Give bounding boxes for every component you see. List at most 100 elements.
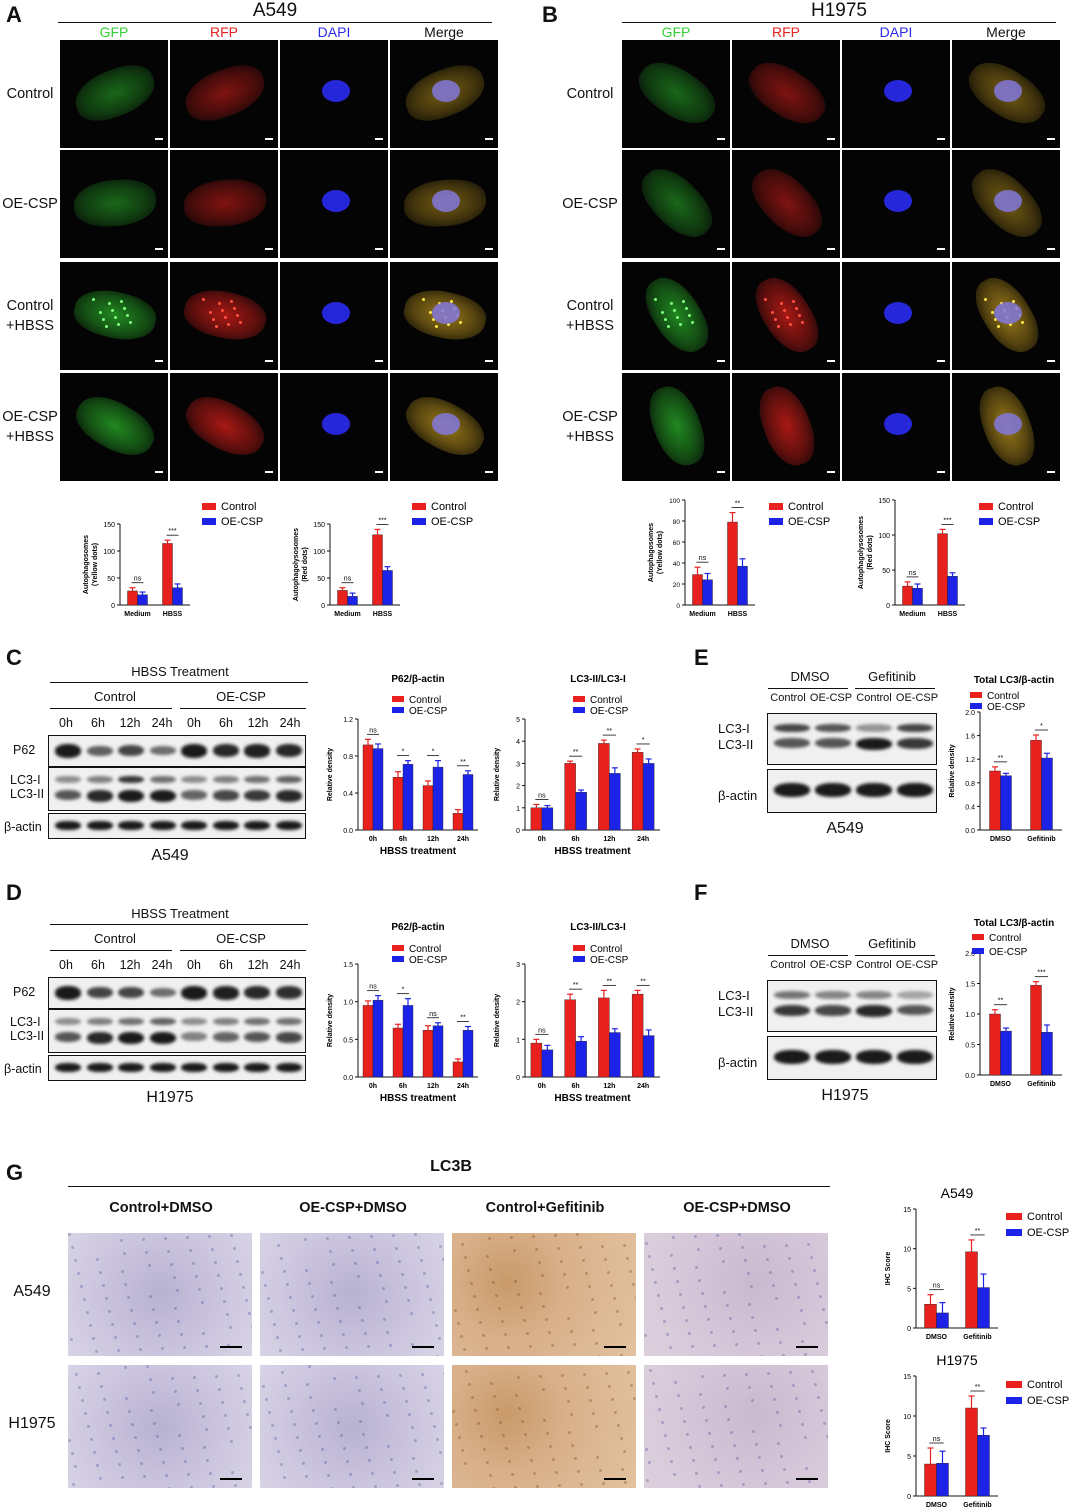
bar-chart-D1: P62/β-actin 0.0 0.5 1.0 1.5 Relative density n… [327, 922, 478, 1104]
cell-line-title: H1975 [811, 0, 867, 21]
micrograph-gfp [60, 262, 168, 370]
nucleus-dot [387, 1445, 390, 1448]
nucleus-dot [326, 1237, 329, 1240]
nucleus-dot [320, 1334, 323, 1337]
nucleus-dot [797, 1296, 800, 1299]
legend-swatch [392, 956, 404, 962]
nucleus-dot [486, 1255, 489, 1258]
nucleus-dot [96, 1258, 99, 1261]
micrograph-merge [390, 150, 498, 258]
nucleus-dot [646, 1479, 649, 1482]
nucleus-dot [137, 1449, 140, 1452]
blot-cell-label: A549 [151, 847, 189, 864]
scale-bar [717, 471, 725, 473]
y-tick-label: 3 [516, 761, 520, 768]
nucleus-dot [81, 1399, 84, 1402]
band [244, 1018, 270, 1025]
nucleus-dot [555, 1471, 558, 1474]
nucleus-dot [243, 1400, 246, 1403]
nucleus-dot [355, 1376, 358, 1379]
nucleus-dot [246, 1413, 249, 1416]
nucleus-dot [701, 1375, 704, 1378]
puncta-dot [92, 298, 95, 301]
y-axis-label: IHC Score [885, 1252, 892, 1286]
nucleus-dot [695, 1472, 698, 1475]
nucleus-dot [822, 1308, 825, 1311]
band [55, 1032, 81, 1042]
blot-label-b-actin: β-actin [718, 1055, 758, 1070]
category-label: Gefitinib [1027, 1081, 1055, 1088]
nucleus-dot [735, 1343, 738, 1346]
nucleus-dot [118, 1463, 121, 1466]
cell-body [72, 177, 158, 229]
category-label: HBSS [163, 611, 183, 618]
nucleus-dot [588, 1285, 591, 1288]
sig-label: *** [943, 517, 951, 524]
header-rule [50, 924, 308, 926]
bar-control [598, 743, 610, 831]
nucleus-dot [77, 1272, 80, 1275]
micrograph-gfp [622, 40, 730, 148]
nucleus-dot [542, 1388, 545, 1391]
puncta-dot [685, 307, 688, 310]
band [856, 991, 892, 999]
nucleus-dot [617, 1424, 620, 1427]
nucleus [322, 190, 350, 212]
nucleus-dot [377, 1375, 380, 1378]
nucleus-dot [181, 1447, 184, 1450]
nucleus-dot [230, 1440, 233, 1443]
nucleus-dot [747, 1272, 750, 1275]
nucleus-dot [527, 1446, 530, 1449]
nucleus-dot [483, 1448, 486, 1451]
group-label: DMSO [790, 936, 830, 951]
row-label: A549 [13, 1283, 51, 1300]
band [774, 724, 810, 732]
nucleus-dot [701, 1292, 704, 1295]
bar-oe-csp [936, 1462, 949, 1497]
category-label: DMSO [926, 1334, 948, 1341]
nucleus-dot [281, 1371, 284, 1374]
micrograph-rfp [170, 373, 278, 481]
nucleus-dot [788, 1257, 791, 1260]
legend-swatch [392, 696, 404, 702]
category-label: 6h [399, 836, 407, 843]
nucleus-dot [236, 1260, 239, 1263]
bar-oe-csp [609, 1032, 621, 1078]
nucleus-dot [125, 1397, 128, 1400]
nucleus-dot [343, 1447, 346, 1450]
nucleus-dot [720, 1484, 723, 1487]
nucleus-dot [340, 1434, 343, 1437]
nucleus-dot [661, 1421, 664, 1424]
nucleus-dot [585, 1272, 588, 1275]
nucleus-dot [763, 1245, 766, 1248]
category-label: Gefitinib [963, 1502, 991, 1509]
band [212, 821, 239, 830]
puncta-dot [99, 311, 102, 314]
nucleus-dot [358, 1306, 361, 1309]
y-tick-label: 3 [516, 962, 520, 969]
nucleus-dot [820, 1409, 823, 1412]
nucleus-dot [532, 1235, 535, 1238]
nucleus-dot [694, 1235, 697, 1238]
nucleus-dot [146, 1365, 149, 1368]
scale-bar [265, 138, 273, 140]
category-label: DMSO [990, 836, 1012, 843]
y-axis-label: (Red dots) [867, 535, 874, 570]
nucleus-dot [439, 1451, 442, 1454]
y-tick-label: 60 [673, 540, 681, 547]
legend-swatch [1006, 1213, 1022, 1220]
puncta-dot [691, 321, 694, 324]
nucleus-dot [71, 1246, 74, 1249]
nucleus-dot [159, 1448, 162, 1451]
nucleus-dot [410, 1312, 413, 1315]
scale-bar [717, 248, 725, 250]
nucleus-dot [112, 1437, 115, 1440]
channel-label-rfp: RFP [772, 24, 800, 40]
micrograph-rfp [170, 150, 278, 258]
nucleus-dot [695, 1266, 698, 1269]
band [856, 1050, 892, 1064]
nucleus-dot [710, 1331, 713, 1334]
scale-bar [827, 138, 835, 140]
cell-body [740, 50, 834, 136]
puncta-dot [435, 325, 438, 328]
